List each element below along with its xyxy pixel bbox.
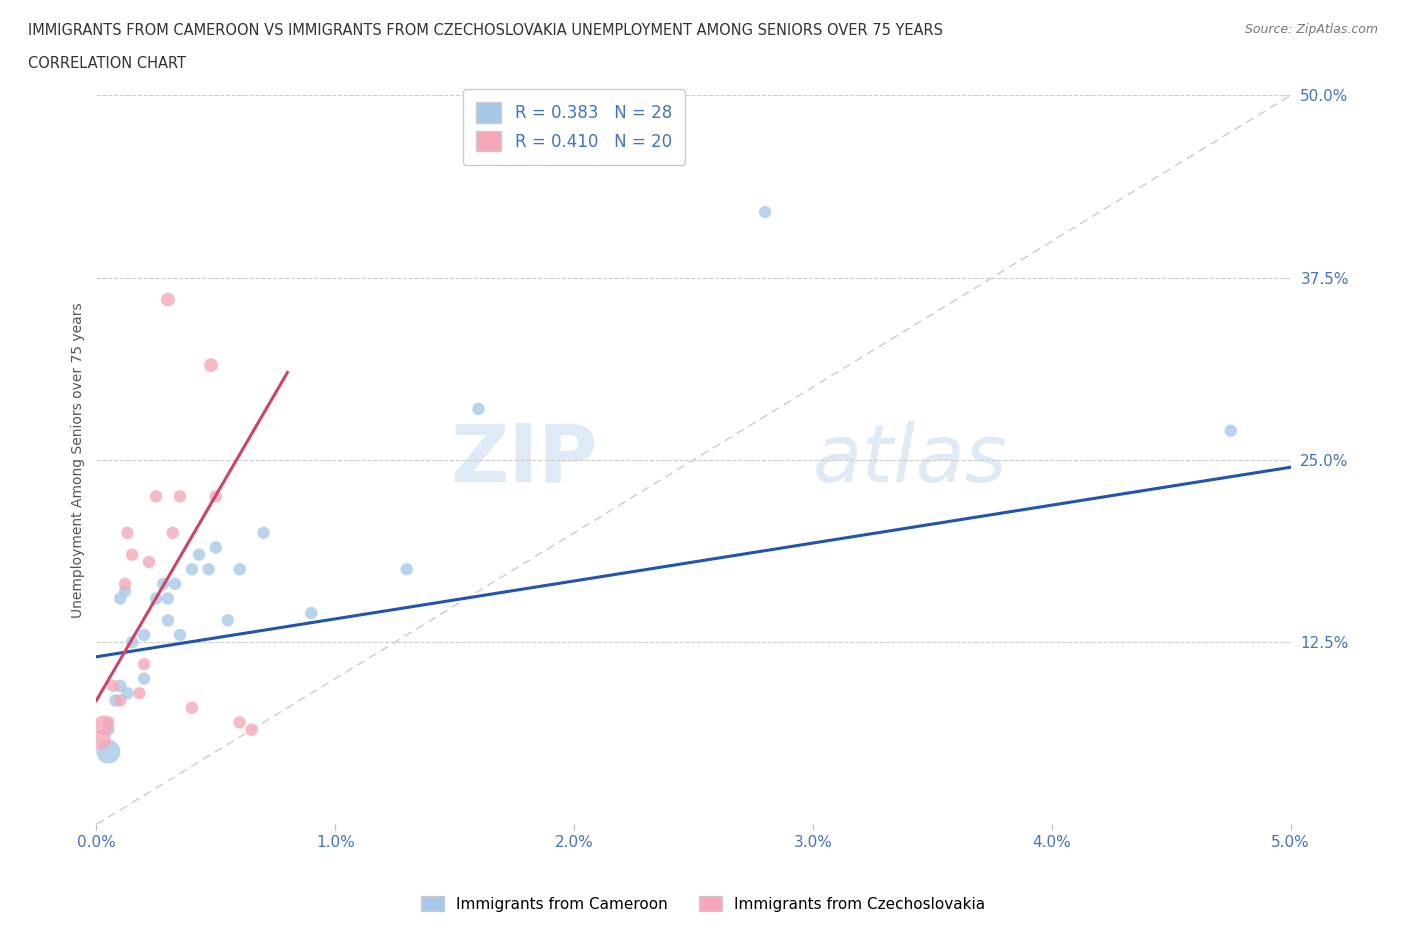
Point: [169, 628, 191, 643]
Legend: R = 0.383   N = 28, R = 0.410   N = 20: R = 0.383 N = 28, R = 0.410 N = 20: [463, 89, 685, 165]
Point: [395, 562, 418, 577]
Point: [93, 718, 115, 733]
Point: [97, 744, 120, 759]
Point: [97, 715, 120, 730]
Point: [128, 685, 150, 700]
Point: [134, 671, 156, 686]
Legend: Immigrants from Cameroon, Immigrants from Czechoslovakia: Immigrants from Cameroon, Immigrants fro…: [415, 889, 991, 918]
Point: [145, 591, 167, 606]
Point: [180, 700, 202, 715]
Point: [188, 547, 211, 562]
Point: [156, 591, 179, 606]
Point: [180, 562, 202, 577]
Point: [754, 205, 776, 219]
Point: [145, 489, 167, 504]
Point: [97, 723, 120, 737]
Point: [228, 562, 250, 577]
Text: atlas: atlas: [813, 421, 1008, 498]
Point: [169, 489, 191, 504]
Point: [165, 577, 187, 591]
Point: [200, 358, 222, 373]
Text: CORRELATION CHART: CORRELATION CHART: [28, 56, 186, 71]
Text: IMMIGRANTS FROM CAMEROON VS IMMIGRANTS FROM CZECHOSLOVAKIA UNEMPLOYMENT AMONG SE: IMMIGRANTS FROM CAMEROON VS IMMIGRANTS F…: [28, 23, 943, 38]
Point: [204, 489, 226, 504]
Point: [152, 577, 174, 591]
Point: [156, 613, 179, 628]
Point: [197, 562, 219, 577]
Point: [117, 525, 139, 540]
Point: [252, 525, 274, 540]
Point: [162, 525, 184, 540]
Point: [156, 292, 179, 307]
Point: [90, 733, 112, 748]
Point: [121, 635, 143, 650]
Point: [101, 679, 124, 694]
Point: [228, 715, 250, 730]
Point: [138, 554, 160, 569]
Point: [299, 605, 322, 620]
Point: [114, 577, 136, 591]
Point: [121, 547, 143, 562]
Y-axis label: Unemployment Among Seniors over 75 years: Unemployment Among Seniors over 75 years: [72, 302, 86, 618]
Point: [217, 613, 239, 628]
Point: [104, 693, 127, 708]
Point: [134, 628, 156, 643]
Point: [134, 657, 156, 671]
Point: [110, 693, 132, 708]
Point: [467, 402, 489, 417]
Text: Source: ZipAtlas.com: Source: ZipAtlas.com: [1244, 23, 1378, 36]
Point: [204, 540, 226, 555]
Point: [117, 685, 139, 700]
Point: [1219, 423, 1241, 438]
Point: [240, 723, 263, 737]
Text: ZIP: ZIP: [451, 421, 598, 498]
Point: [110, 679, 132, 694]
Point: [110, 591, 132, 606]
Point: [114, 584, 136, 599]
